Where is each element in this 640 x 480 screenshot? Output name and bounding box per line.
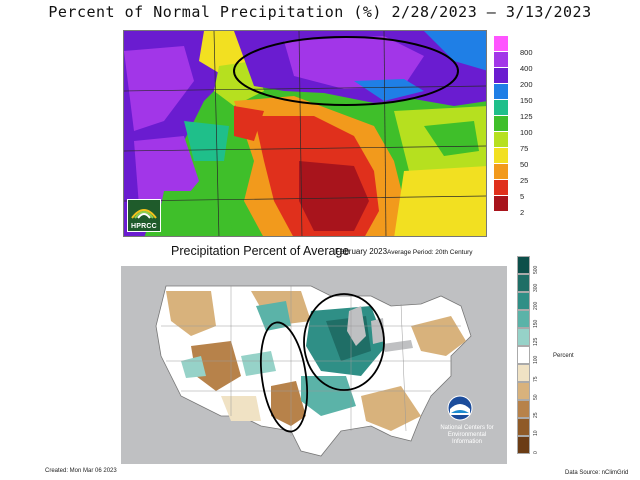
- bottom-legend-label: 25: [533, 412, 539, 418]
- bottom-legend-label: 10: [533, 430, 539, 436]
- bottom-map-legend: Percent 500 300 200 150 125 100 75 50 25 10 0: [517, 254, 577, 468]
- bottom-legend-swatch: [517, 292, 530, 310]
- top-legend-swatch: [494, 68, 508, 84]
- bottom-legend-label: 125: [533, 337, 539, 346]
- bottom-legend-label: 150: [533, 319, 539, 328]
- bottom-legend-label: 500: [533, 265, 539, 274]
- top-annotation-ellipse: [233, 36, 459, 106]
- bottom-map-period: Average Period: 20th Century: [387, 249, 473, 256]
- bottom-legend-swatch: [517, 346, 530, 364]
- data-source: Data Source: nClimGrid: [565, 470, 629, 476]
- bottom-legend-swatch: [517, 382, 530, 400]
- top-legend-swatch: [494, 148, 508, 164]
- created-date: Created: Mon Mar 06 2023: [45, 468, 117, 474]
- bottom-legend-swatch: [517, 400, 530, 418]
- bottom-legend-label: 100: [533, 355, 539, 364]
- hprcc-logo-text: HPRCC: [131, 223, 157, 230]
- bottom-legend-swatch: [517, 418, 530, 436]
- top-map-legend: 800 400 200 150 125 100 75 50 25 5 2: [494, 30, 548, 230]
- top-legend-swatch: [494, 100, 508, 116]
- top-legend-label: 100: [520, 128, 533, 137]
- top-legend-label: 200: [520, 80, 533, 89]
- top-legend-swatch: [494, 36, 508, 52]
- top-legend-label: 50: [520, 160, 529, 169]
- bottom-legend-label: 300: [533, 283, 539, 292]
- top-legend-swatch: [494, 196, 508, 212]
- top-map-title: Percent of Normal Precipitation (%) 2/28…: [48, 3, 592, 21]
- bottom-map-month: February 2023: [335, 247, 388, 256]
- ncei-agency-text: National Centers for Environmental Infor…: [440, 425, 494, 445]
- bottom-legend-title: Percent: [553, 353, 574, 359]
- bottom-annotation-ellipse-midwest: [303, 293, 385, 391]
- bottom-map-title: Precipitation Percent of Average: [171, 244, 350, 258]
- top-legend-label: 800: [520, 48, 533, 57]
- bottom-legend-swatch: [517, 310, 530, 328]
- bottom-legend-swatch: [517, 364, 530, 382]
- bottom-legend-label: 75: [533, 376, 539, 382]
- bottom-annotation-ellipse-plains: [260, 321, 308, 433]
- bottom-legend-swatch: [517, 436, 530, 454]
- top-precip-map: [123, 30, 487, 237]
- top-legend-label: 5: [520, 192, 525, 201]
- top-legend-swatch: [494, 84, 508, 100]
- top-legend-label: 400: [520, 64, 533, 73]
- top-legend-swatch: [494, 180, 508, 196]
- bottom-precip-map: [121, 266, 507, 464]
- top-legend-label: 125: [520, 112, 533, 121]
- hprcc-logo: HPRCC: [127, 199, 161, 232]
- top-legend-swatch: [494, 52, 508, 68]
- top-legend-label: 2: [520, 208, 525, 217]
- bottom-legend-swatch: [517, 256, 530, 274]
- bottom-legend-label: 200: [533, 301, 539, 310]
- top-legend-swatch: [494, 116, 508, 132]
- top-legend-swatch: [494, 164, 508, 180]
- bottom-legend-label: 50: [533, 394, 539, 400]
- bottom-legend-swatch: [517, 328, 530, 346]
- top-legend-label: 75: [520, 144, 529, 153]
- top-legend-label: 25: [520, 176, 529, 185]
- top-legend-swatch: [494, 132, 508, 148]
- top-legend-label: 150: [520, 96, 533, 105]
- noaa-logo: [447, 395, 473, 421]
- bottom-legend-swatch: [517, 274, 530, 292]
- bottom-legend-label: 0: [533, 451, 539, 454]
